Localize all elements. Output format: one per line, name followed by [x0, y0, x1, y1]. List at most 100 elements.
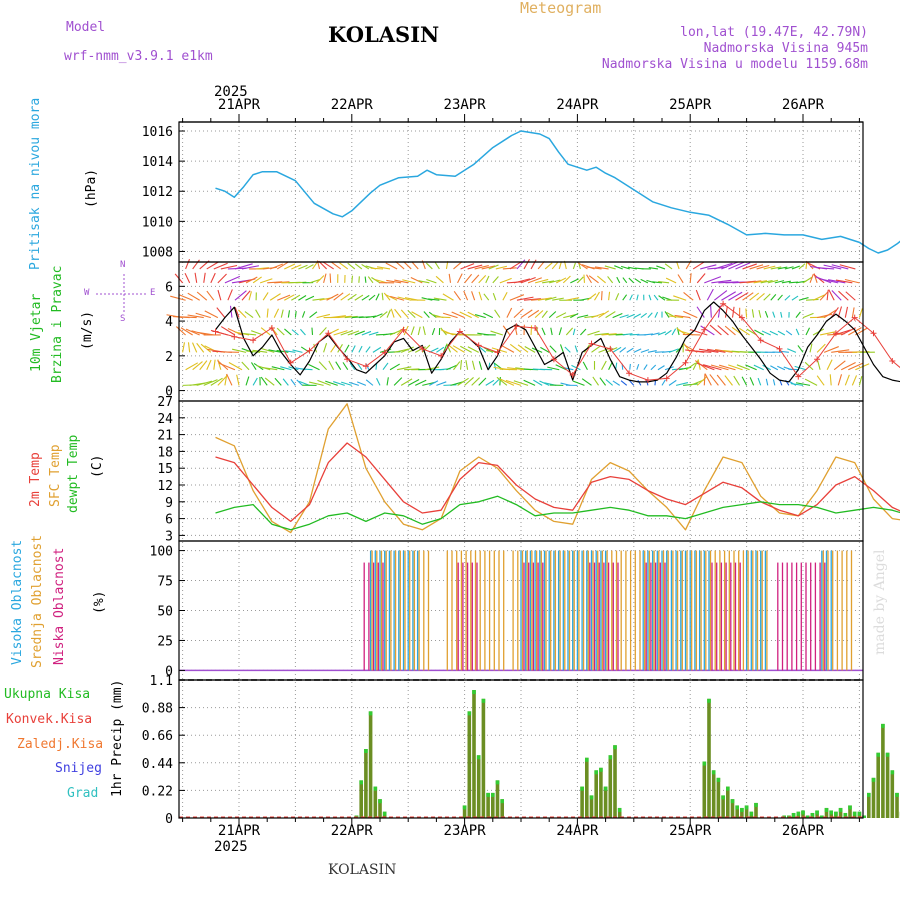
wind-gust-mark	[494, 349, 501, 356]
wind-arrow	[386, 377, 389, 386]
wind-arrow	[704, 373, 712, 386]
wind-gust-mark	[344, 356, 351, 363]
pressure-ytick-label: 1012	[142, 185, 173, 200]
wind-gust-mark	[400, 326, 407, 333]
wind-arrow	[448, 273, 452, 283]
wind-arrow	[787, 348, 797, 353]
wind-arrow	[634, 278, 642, 284]
wind-arrow	[588, 275, 599, 284]
precip-bar-top	[815, 810, 819, 815]
wind-arrow	[848, 362, 863, 371]
wind-arrow	[282, 378, 289, 386]
wind-arrow	[797, 345, 804, 353]
wind-arrow	[175, 326, 186, 336]
wind-arrow	[817, 360, 821, 370]
wind-arrow	[217, 376, 227, 386]
wind-gust-mark	[287, 359, 294, 366]
wind-arrow	[805, 261, 808, 270]
temp-label-dew: dewpt Temp	[66, 434, 81, 513]
wind-arrow	[325, 380, 338, 386]
wind-arrow	[499, 277, 512, 284]
precip-bar	[500, 799, 504, 818]
wind-arrow	[457, 377, 469, 386]
wind-arrow	[758, 310, 762, 318]
precip-bar-top	[885, 752, 890, 757]
wind-arrow	[421, 297, 433, 301]
wind-arrow	[460, 263, 475, 270]
wind-arrow	[643, 364, 648, 371]
wind-arrow	[731, 306, 735, 318]
precip-bar	[608, 755, 613, 818]
wind-arrow	[344, 315, 358, 319]
wind-arrow	[400, 346, 414, 353]
wind-arrow	[361, 294, 370, 301]
wind-arrow	[784, 295, 791, 301]
wind-arrow	[640, 312, 647, 319]
wind-arrow	[587, 293, 597, 301]
wind-arrow	[385, 262, 398, 270]
wind-arrow	[691, 350, 712, 353]
precip-bar	[486, 792, 490, 818]
precip-bar-top	[848, 805, 852, 810]
wind-arrow	[724, 306, 728, 318]
precip-bar-top	[754, 802, 758, 807]
day-label-bottom: 24APR	[556, 823, 599, 839]
wind-arrow	[234, 307, 240, 318]
wind-arrow	[601, 333, 617, 336]
temp-dew-line	[215, 495, 900, 531]
wind-arrow	[483, 312, 494, 319]
wind-arrow	[485, 379, 495, 386]
wind-arrow	[605, 379, 614, 386]
precip-bar	[472, 690, 476, 818]
wind-arrow	[192, 361, 203, 371]
wind-arrow	[243, 332, 257, 336]
wind-arrow	[431, 328, 436, 336]
wind-arrow	[636, 364, 640, 370]
lonlat-label: lon,lat (19.47E, 42.79N)	[680, 25, 868, 40]
wind-arrow	[700, 264, 717, 270]
wind-arrow	[467, 346, 479, 353]
precip-bar-top	[589, 795, 594, 800]
wind-arrow	[556, 277, 567, 284]
precip-bar-top	[726, 786, 730, 791]
temp-sfc-line	[215, 403, 900, 534]
temp-ytick-label: 6	[165, 513, 173, 528]
wind-arrow	[520, 277, 536, 284]
precip-bar-top	[740, 807, 744, 812]
wind-arrow	[260, 376, 268, 386]
wind-arrow	[330, 315, 346, 319]
wind-arrow	[298, 295, 307, 301]
wind-arrow	[341, 381, 352, 386]
compass-e: E	[150, 288, 156, 298]
wind-arrow	[696, 362, 715, 371]
pressure-line	[215, 130, 900, 254]
wind-arrow	[749, 292, 760, 301]
wind-arrow	[598, 310, 610, 319]
temp-label-2m: 2m Temp	[28, 452, 43, 507]
wind-arrow	[643, 333, 653, 336]
bottom-location: KOLASIN	[328, 862, 397, 878]
precip-bar	[359, 780, 363, 818]
wind-arrow	[471, 377, 480, 386]
wind-arrow	[753, 364, 764, 371]
wind-arrow	[633, 348, 642, 353]
wind-arrow	[494, 309, 501, 318]
precip-bar	[730, 799, 735, 818]
cloud-ytick-label: 25	[157, 634, 173, 649]
wind-arrow	[658, 295, 666, 301]
wind-arrow	[453, 361, 461, 371]
wind-arrow	[316, 275, 325, 284]
wind-arrow	[664, 263, 673, 270]
wind-arrow	[502, 292, 508, 301]
precip-bar	[481, 698, 486, 818]
wind-arrow	[500, 344, 515, 353]
wind-arrow	[316, 313, 331, 319]
wind-arrow	[749, 264, 764, 270]
wind-arrow	[411, 311, 423, 319]
wind-arrow	[751, 309, 755, 318]
precip-bar	[881, 723, 885, 818]
wind-arrow	[558, 327, 562, 336]
wind-gust-mark	[325, 330, 332, 337]
wind-arrow	[689, 273, 692, 283]
wind-arrow	[527, 277, 542, 284]
